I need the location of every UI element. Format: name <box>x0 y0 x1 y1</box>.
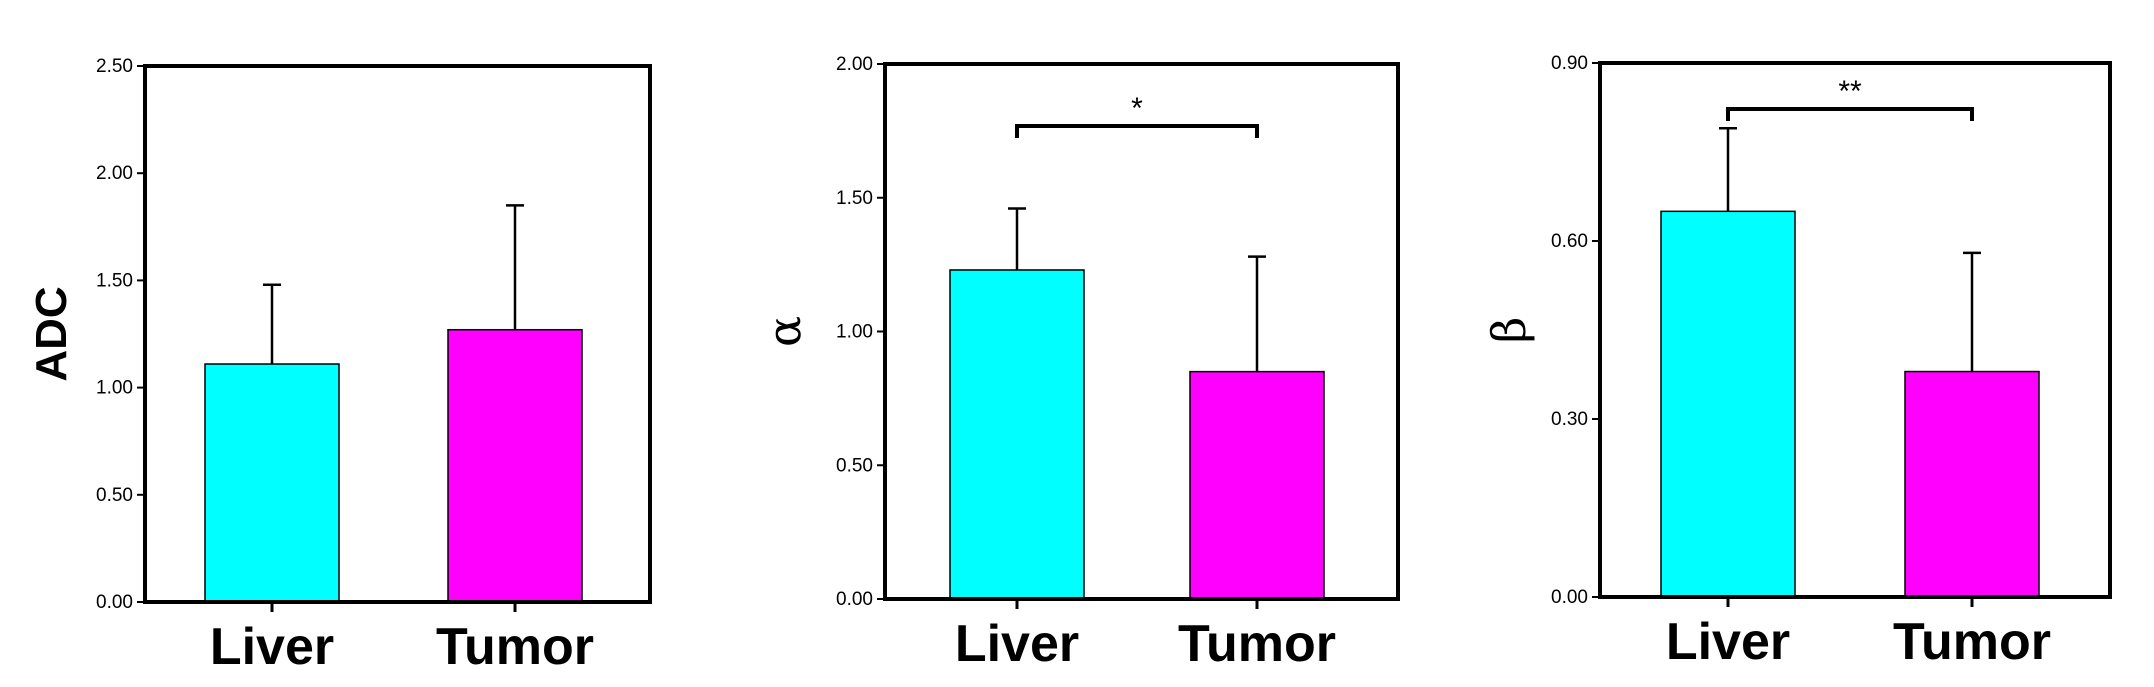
bar-liver <box>1660 210 1796 598</box>
x-tick-label-tumor: Tumor <box>1178 615 1336 673</box>
y-tick-label: 0.00 <box>1551 587 1588 608</box>
bar-liver <box>204 363 340 603</box>
y-tick-label: 0.90 <box>1551 53 1588 74</box>
bar-liver <box>949 269 1085 600</box>
y-tick-label: 0.30 <box>1551 409 1588 430</box>
chart-panel-1: 0.00 0.50 1.00 1.50 2.00 2.50 Liver Tumor ADC <box>27 56 652 676</box>
bar-tumor <box>1904 370 2040 598</box>
significance-marker: * <box>1131 92 1143 125</box>
chart-panel-3: 0.00 0.30 0.60 0.90 Liver Tumor β ** <box>1482 53 2112 671</box>
y-axis-label: ADC <box>27 286 76 381</box>
y-tick-label: 2.50 <box>96 56 133 77</box>
plot-frame <box>143 64 652 604</box>
x-tick-label-liver: Liver <box>1666 613 1790 671</box>
y-tick-label: 0.50 <box>96 485 133 506</box>
y-tick-label: 1.50 <box>96 270 133 291</box>
plot-frame <box>1598 61 2112 599</box>
y-tick-label: 1.00 <box>836 322 873 343</box>
y-tick-label: 0.00 <box>836 589 873 610</box>
y-tick-label: 2.00 <box>96 163 133 184</box>
x-tick-label-tumor: Tumor <box>436 618 594 676</box>
significance-bracket <box>1015 124 1259 138</box>
chart-panel-2: 0.00 0.50 1.00 1.50 2.00 Liver Tumor α * <box>757 54 1400 673</box>
y-axis-label: α <box>757 316 811 347</box>
y-tick-label: 0.60 <box>1551 231 1588 252</box>
y-tick-label: 0.00 <box>96 592 133 613</box>
y-axis-label: β <box>1482 317 1536 344</box>
significance-bracket <box>1726 107 1974 121</box>
y-tick-label: 1.00 <box>96 378 133 399</box>
y-tick-label: 1.50 <box>836 188 873 209</box>
bar-tumor <box>447 328 583 603</box>
significance-marker: ** <box>1838 75 1862 108</box>
x-tick-label-tumor: Tumor <box>1893 613 2051 671</box>
x-tick-label-liver: Liver <box>955 615 1079 673</box>
y-tick-label: 0.50 <box>836 455 873 476</box>
x-tick-label-liver: Liver <box>210 618 334 676</box>
bar-tumor <box>1189 370 1325 600</box>
y-tick-label: 2.00 <box>836 54 873 75</box>
